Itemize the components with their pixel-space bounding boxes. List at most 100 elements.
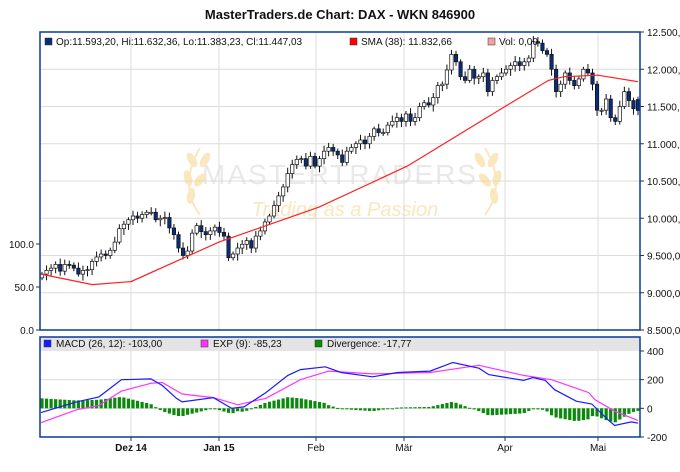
ohlc-legend-swatch bbox=[44, 37, 53, 46]
price-legend: Op:11.593,20, Hi:11.632,36, Lo:11.383,23… bbox=[44, 37, 538, 48]
divergence-bar bbox=[431, 406, 435, 409]
divergence-bar bbox=[113, 397, 117, 409]
divergence-bar bbox=[513, 408, 517, 414]
divergence-bar bbox=[94, 399, 99, 409]
candle bbox=[599, 107, 604, 116]
sma-legend: SMA (38): 11.832,66 bbox=[361, 37, 452, 48]
macd-tick-label: 200 bbox=[647, 376, 664, 387]
watermark-brand: MASTERTRADERS bbox=[202, 159, 478, 190]
divergence-bar bbox=[290, 397, 294, 409]
candle-body bbox=[453, 53, 459, 63]
candle bbox=[294, 155, 299, 169]
divergence-bar bbox=[72, 400, 76, 409]
sma-legend-swatch bbox=[349, 37, 358, 46]
price-tick-label: 9.000,0 bbox=[647, 289, 680, 300]
candle-body bbox=[554, 68, 559, 92]
divergence-bar bbox=[204, 408, 208, 411]
candle-body bbox=[595, 83, 600, 111]
candle bbox=[89, 258, 95, 276]
divergence-bar bbox=[236, 408, 240, 412]
candle-body bbox=[171, 227, 176, 235]
divergence-bar bbox=[208, 408, 212, 410]
time-tick-label: Dez 14 bbox=[115, 443, 147, 454]
candle-body bbox=[135, 215, 140, 219]
divergence-bar bbox=[327, 405, 331, 409]
candle bbox=[385, 121, 390, 136]
candle bbox=[517, 56, 522, 72]
candle-body bbox=[121, 223, 126, 230]
candle-body bbox=[526, 57, 531, 63]
candle-body bbox=[417, 106, 422, 119]
candle-body bbox=[158, 217, 163, 221]
divergence-bar bbox=[231, 408, 235, 414]
divergence-bar bbox=[317, 401, 322, 409]
candle bbox=[312, 152, 318, 169]
candle bbox=[331, 143, 336, 156]
divergence-bar bbox=[590, 408, 595, 417]
divergence-bar bbox=[299, 398, 303, 409]
candle bbox=[626, 87, 631, 108]
candle bbox=[80, 265, 85, 281]
volume-tick-label: 0.0 bbox=[20, 326, 34, 337]
candle-body bbox=[153, 211, 158, 221]
candle-body bbox=[476, 76, 481, 79]
candle-body bbox=[522, 61, 527, 66]
candle-body bbox=[581, 68, 586, 80]
divergence-bar bbox=[163, 408, 167, 413]
divergence-bar bbox=[518, 408, 522, 414]
candle-body bbox=[585, 68, 591, 74]
candle-body bbox=[71, 264, 76, 269]
divergence-bar bbox=[167, 408, 171, 414]
candle-body bbox=[199, 225, 204, 233]
divergence-bar bbox=[126, 398, 131, 409]
divergence-histogram bbox=[40, 397, 640, 423]
price-tick-label: 10.000,0 bbox=[647, 214, 680, 225]
candle-body bbox=[513, 61, 518, 66]
candle-body bbox=[422, 102, 427, 107]
divergence-bar bbox=[49, 398, 53, 409]
divergence-bar bbox=[408, 407, 413, 409]
candle bbox=[149, 207, 154, 216]
divergence-bar bbox=[122, 397, 126, 409]
candle bbox=[258, 226, 263, 241]
divergence-legend-label: Divergence: -17,77 bbox=[327, 339, 412, 350]
time-tick-label: Mai bbox=[590, 443, 606, 454]
candle-body bbox=[376, 128, 381, 133]
vol-legend: Vol: 0,00 bbox=[499, 37, 538, 48]
candle bbox=[608, 94, 613, 122]
divergence-legend-swatch bbox=[314, 339, 323, 348]
exp-legend-label: EXP (9): -85,23 bbox=[213, 339, 282, 350]
divergence-bar bbox=[108, 398, 112, 409]
candle bbox=[499, 67, 504, 80]
candle bbox=[349, 144, 354, 154]
divergence-bar bbox=[540, 408, 545, 410]
candle bbox=[463, 71, 468, 84]
candle-body bbox=[281, 186, 286, 197]
candle bbox=[53, 261, 58, 274]
divergence-bar bbox=[158, 408, 162, 410]
candle-body bbox=[540, 42, 545, 51]
divergence-bar bbox=[586, 408, 590, 420]
divergence-bar bbox=[609, 408, 613, 422]
candle-body bbox=[563, 72, 568, 85]
exp-legend-swatch bbox=[200, 339, 209, 348]
divergence-bar bbox=[427, 406, 431, 409]
divergence-bar bbox=[213, 408, 217, 410]
candle bbox=[135, 211, 140, 223]
divergence-bar bbox=[509, 408, 513, 415]
candle bbox=[540, 39, 545, 54]
candle bbox=[381, 128, 386, 136]
candle bbox=[367, 133, 372, 149]
sma-line bbox=[40, 74, 639, 286]
divergence-bar bbox=[477, 408, 481, 412]
candle-body bbox=[613, 117, 618, 122]
divergence-bar bbox=[536, 408, 540, 410]
candle bbox=[290, 159, 295, 179]
candle-body bbox=[249, 240, 254, 249]
candle-body bbox=[285, 173, 290, 188]
price-tick-label: 11.500,0 bbox=[647, 103, 680, 114]
candle bbox=[103, 250, 108, 260]
candle-body bbox=[626, 91, 631, 101]
divergence-bar bbox=[199, 408, 203, 412]
